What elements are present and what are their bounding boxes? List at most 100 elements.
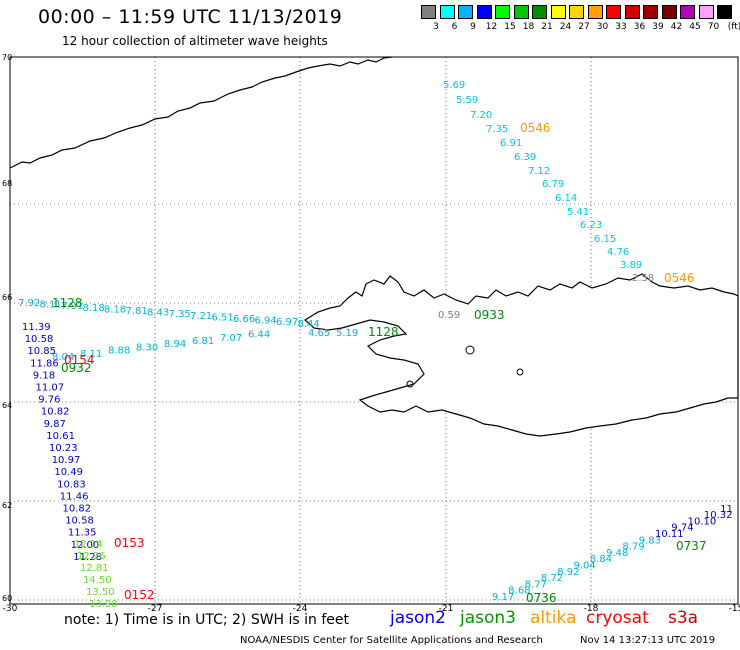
legend-swatch: [606, 5, 621, 19]
wave-height-value: 9.76: [38, 395, 60, 406]
iceland-coastline: [303, 273, 739, 437]
wave-height-value: 4.76: [607, 247, 629, 258]
wave-height-value: 9.87: [44, 419, 66, 430]
wave-height-value: 8.43: [147, 308, 169, 319]
wave-height-value: 10.82: [41, 407, 70, 418]
wave-height-value: 11: [720, 504, 733, 515]
credit-line: NOAA/NESDIS Center for Satellite Applica…: [240, 635, 543, 646]
wave-height-value: 7.92: [18, 298, 40, 309]
wave-height-value: 6.51: [212, 312, 234, 323]
wave-height-value: 9.48: [606, 548, 628, 559]
pass-time-label: 0546: [520, 121, 551, 135]
latitude-label: 68: [2, 179, 12, 188]
wave-height-value: 0.59: [438, 310, 460, 321]
wave-height-value: 10.83: [57, 479, 86, 490]
legend-label: 39: [652, 22, 664, 32]
legend-label: 36: [633, 22, 646, 32]
wave-height-value: 2.58: [632, 273, 654, 284]
wave-height-value: 7.35: [486, 124, 508, 135]
legend-swatch: [476, 5, 492, 19]
pass-time-label: 0933: [474, 308, 505, 322]
legend-swatch: [569, 5, 584, 19]
legend-label: 42: [670, 22, 683, 32]
wave-height-value: 6.15: [594, 234, 616, 245]
wave-height-value: 7.07: [220, 333, 242, 344]
wave-height-value: 7.12: [528, 166, 550, 177]
wave-height-value: 6.14: [555, 193, 577, 204]
page-subtitle: 12 hour collection of altimeter wave hei…: [62, 34, 328, 48]
legend-label: 24: [559, 22, 572, 32]
latitude-label: 70: [2, 53, 12, 62]
wave-height-value: 11.86: [30, 358, 59, 369]
legend-swatch: [513, 5, 529, 19]
wave-height-value: 8.84: [590, 554, 612, 565]
wave-height-value: 6.66: [233, 314, 255, 325]
wave-height-value: 8.04: [52, 352, 74, 363]
coastline: [9, 56, 739, 437]
wave-height-value: 7.91: [61, 301, 83, 312]
wave-height-value: 7.35: [169, 309, 191, 320]
wave-height-value: 11.46: [60, 491, 89, 502]
legend-label: 27: [578, 22, 590, 32]
legend-swatch: [458, 5, 473, 19]
wave-height-value: 4.65: [308, 328, 330, 339]
wave-height-value: 8.79: [622, 542, 644, 553]
pass-time-label: 0154: [64, 353, 95, 367]
latitude-label: 66: [2, 293, 12, 302]
wave-height-value: 6.39: [514, 152, 536, 163]
wave-height-value: 12.81: [80, 563, 109, 574]
wave-height-value: 10.10: [688, 516, 717, 527]
axis-labels: -30 -27 -24 -21 -18 -15 70 68 66 64 62 60: [2, 53, 740, 614]
legend-swatch: [661, 5, 677, 19]
longitude-label: -27: [148, 604, 163, 614]
wave-height-value: 7.20: [470, 110, 492, 121]
pass-time-label: 0932: [61, 361, 92, 375]
wave-height-value: 8.72: [541, 573, 563, 584]
legend-swatch: [717, 5, 732, 19]
wave-height-value: 9.04: [574, 561, 596, 572]
wave-height-value: 14.50: [83, 575, 112, 586]
longitude-label: -15: [729, 604, 740, 614]
legend-label: 18: [522, 22, 535, 32]
wave-height-value: 6.94: [255, 316, 277, 327]
pass-time-label: 1128: [52, 296, 83, 310]
wave-height-value: 13.50: [86, 587, 115, 598]
wave-height-value: 10.58: [25, 334, 54, 345]
mission-label: cryosat: [586, 608, 649, 628]
wave-height-value: 3.89: [620, 260, 642, 271]
longitude-label: -30: [3, 604, 18, 614]
wave-height-value: 5.41: [567, 207, 589, 218]
legend-label: 21: [541, 22, 553, 32]
legend-label: 9: [470, 22, 476, 32]
longitude-label: -21: [439, 604, 454, 614]
wave-height-value: 9.18: [33, 370, 55, 381]
wave-height-value: 6.23: [580, 220, 602, 231]
pass-time-label: 0152: [124, 588, 155, 602]
pass-time-label: 0736: [526, 591, 557, 605]
wave-height-value: 8.11: [40, 300, 62, 311]
wave-height-value: 11.28: [73, 552, 102, 563]
wave-height-value: 10.61: [46, 431, 75, 442]
greenland-coastline: [9, 56, 393, 169]
wave-height-value: 6.79: [542, 179, 564, 190]
wave-height-value: 7.21: [190, 311, 212, 322]
legend-swatch: [624, 5, 640, 19]
wave-height-value: 10.23: [49, 443, 78, 454]
wave-height-value: 12.26: [77, 551, 106, 562]
legend-swatch: [495, 5, 510, 19]
wave-height-value: 10.32: [704, 510, 733, 521]
latitude-label: 62: [2, 501, 12, 510]
mission-label: jason3: [460, 608, 516, 628]
page-title: 00:00 – 11:59 UTC 11/13/2019: [38, 6, 343, 28]
wave-height-value: 9.83: [639, 535, 661, 546]
wave-height-value: 7.81: [126, 306, 148, 317]
pass-time-label: 0546: [664, 271, 695, 285]
latitude-label: 60: [2, 594, 12, 603]
wave-height-value: 6.91: [500, 138, 522, 149]
legend-swatch: [550, 5, 566, 19]
legend-label: 3: [433, 22, 439, 32]
legend-unit: (ft): [727, 22, 740, 32]
pass-time-label: 0153: [114, 536, 145, 550]
legend-label: 15: [504, 22, 516, 32]
mission-label: jason2: [390, 608, 446, 628]
